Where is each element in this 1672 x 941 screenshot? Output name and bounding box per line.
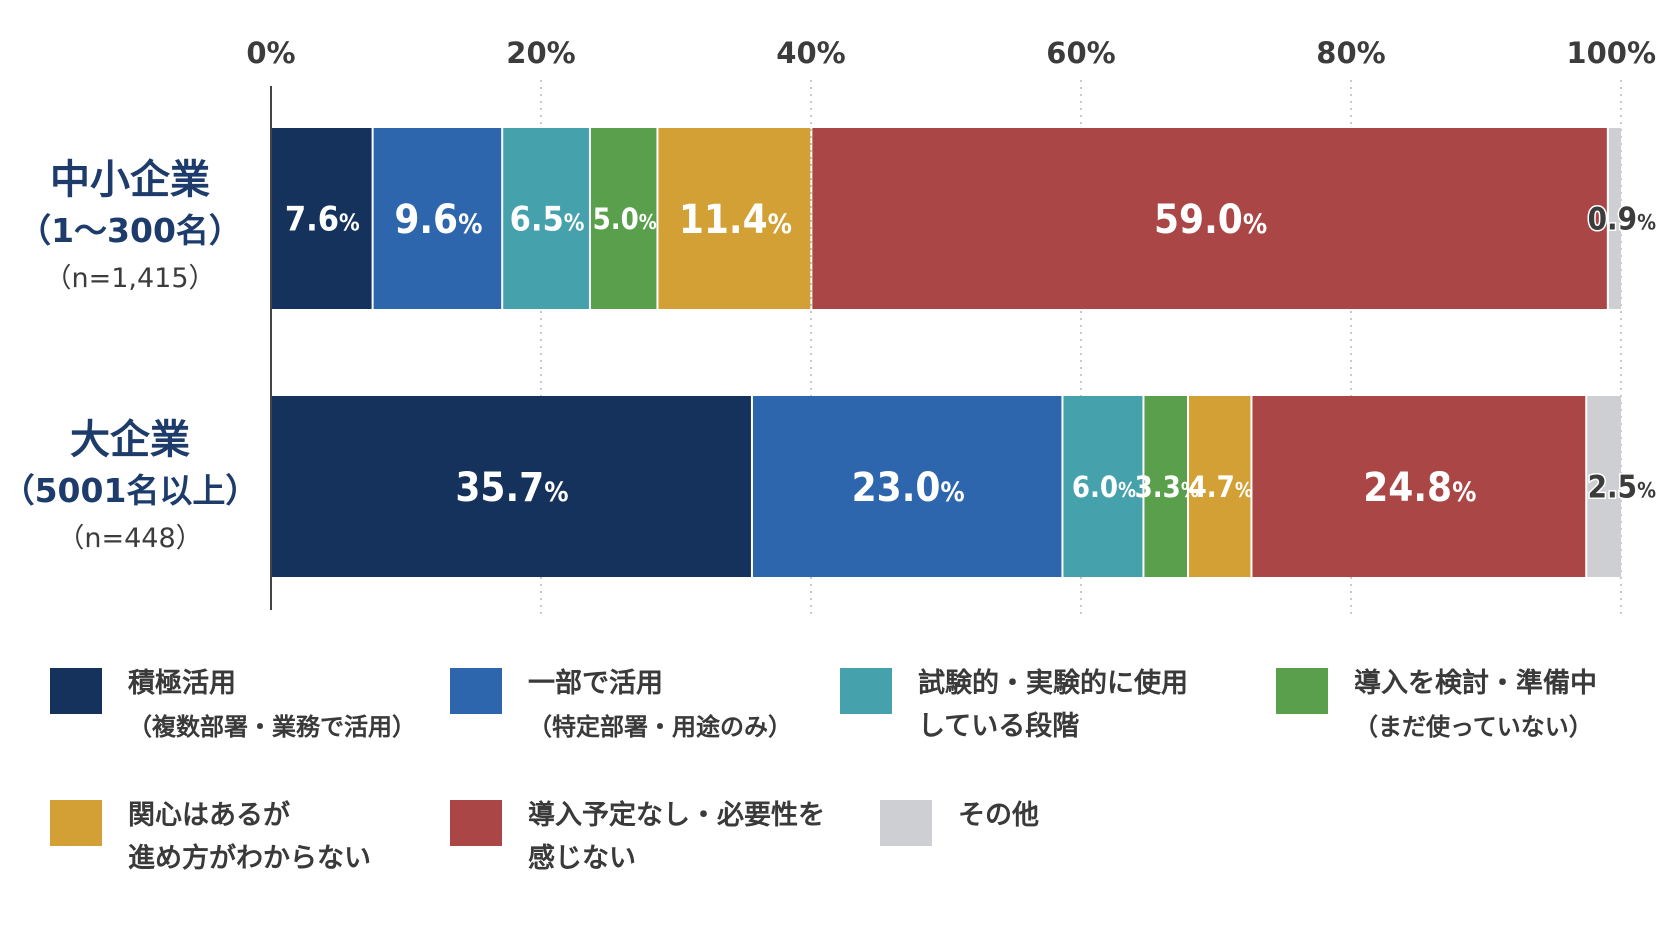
x-tick-label: 40% (776, 36, 845, 70)
bar-segment (1063, 396, 1143, 577)
gridlines (540, 80, 1622, 616)
x-tick-label: 100% (1566, 36, 1656, 70)
x-tick-label: 60% (1046, 36, 1115, 70)
bar-segment (1608, 128, 1621, 309)
data-label: 4.7% (1189, 470, 1253, 504)
data-label: 3.3% (1135, 470, 1199, 504)
x-tick-label: 20% (506, 36, 575, 70)
bar-segment (271, 128, 372, 309)
category-sub: （5001名以上） (2, 471, 259, 510)
category-name: 中小企業 (50, 157, 210, 203)
bar-segment (752, 396, 1062, 577)
data-label: 6.5% (510, 200, 585, 240)
bar-segment (373, 128, 502, 309)
x-axis-ticks: 0% 20% 40% 60% 80% 100% (246, 36, 1656, 70)
category-sub: （1〜300名） (18, 211, 242, 250)
data-label: 0.9% (1588, 202, 1656, 238)
bar-segment (658, 128, 811, 309)
bar-segment (812, 128, 1607, 309)
bar-segment (590, 128, 657, 309)
category-n: （n=1,415） (44, 263, 215, 294)
data-label: 6.0% (1072, 470, 1136, 504)
data-label: 5.0% (593, 202, 657, 236)
data-labels: 7.6% 9.6% 6.5% 5.0% 11.4% 59.0% 0.9% 35.7% 23.0%… (285, 197, 1658, 511)
bar-segment (1252, 396, 1586, 577)
x-tick-label: 80% (1316, 36, 1385, 70)
category-name: 大企業 (70, 417, 190, 463)
x-tick-label: 0% (246, 36, 295, 70)
data-label: 23.0% (852, 465, 965, 511)
bar-segment (271, 396, 751, 577)
category-labels: 中小企業 （1〜300名） （n=1,415） 大企業 （5001名以上） （n=448） (2, 157, 259, 554)
bar-segment (1587, 396, 1621, 577)
data-label: 24.8% (1363, 465, 1476, 511)
data-label: 2.5% (1588, 470, 1656, 506)
data-label: 7.6% (285, 200, 360, 240)
data-label: 59.0% (1154, 197, 1267, 243)
data-label: 35.7% (455, 465, 568, 511)
bar-segment (1144, 396, 1187, 577)
bar-segment (503, 128, 589, 309)
data-label: 9.6% (394, 197, 482, 243)
bars (271, 128, 1621, 577)
bar-segment (1189, 396, 1251, 577)
data-label: 11.4% (679, 197, 792, 243)
category-n: （n=448） (57, 523, 202, 554)
